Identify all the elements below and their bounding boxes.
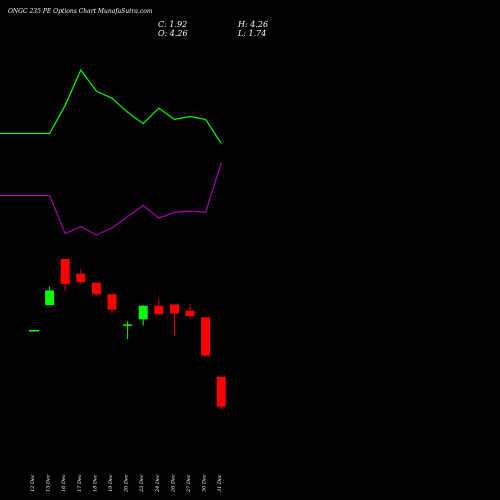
x-tick-label: 12 Dec — [30, 474, 36, 492]
x-tick-label: 20 Dec — [124, 474, 130, 493]
x-tick-labels: 12 Dec 13 Dec 16 Dec 17 Dec 18 Dec 19 Dec 20 D… — [30, 474, 223, 493]
candle-23-dec — [138, 305, 148, 326]
candle-body — [154, 305, 164, 315]
candle-30-dec — [201, 317, 211, 356]
candle-body — [91, 282, 101, 295]
candle-27-dec — [185, 304, 195, 319]
close-value: C: 1.92 — [158, 20, 188, 29]
chart-title: ONGC 235 PE Options Chart MunafaSutra.co… — [8, 8, 153, 15]
candle-body — [60, 259, 70, 284]
x-tick-label: 24 Dec — [155, 474, 161, 493]
candle-body — [123, 324, 133, 326]
candle-24-dec — [154, 299, 164, 316]
candle-31-dec — [216, 376, 226, 409]
candle-body — [201, 317, 211, 356]
x-tick-label: 18 Dec — [92, 474, 98, 492]
candle-body — [185, 310, 195, 317]
x-tick-label: 16 Dec — [61, 474, 67, 492]
candle-body — [76, 273, 86, 283]
candle-26-dec — [169, 304, 179, 336]
candle-body — [216, 376, 226, 407]
x-tick-label: 13 Dec — [46, 474, 52, 492]
low-value: L: 1.74 — [238, 29, 267, 38]
candle-19-dec — [107, 294, 117, 314]
candle-17-dec — [76, 269, 86, 284]
candle-body — [29, 329, 39, 332]
candle-18-dec — [91, 282, 101, 296]
candle-16-dec — [60, 259, 70, 292]
x-tick-label: 26 Dec — [170, 474, 176, 493]
x-tick-label: 31 Dec — [217, 474, 223, 492]
x-tick-label: 19 Dec — [108, 474, 114, 492]
candle-body — [169, 304, 179, 314]
candle-body — [138, 305, 148, 320]
x-tick-label: 23 Dec — [139, 474, 145, 493]
x-tick-label: 30 Dec — [202, 474, 208, 492]
upper-band-line — [0, 68, 222, 144]
bands-layer — [0, 68, 222, 236]
candle-20-dec — [123, 321, 133, 340]
candle-body — [45, 290, 55, 306]
high-value: H: 4.26 — [238, 20, 269, 29]
x-tick-label: 27 Dec — [186, 474, 192, 493]
candles-layer — [29, 259, 226, 409]
candle-body — [107, 294, 117, 310]
x-tick-label: 17 Dec — [77, 474, 83, 492]
lower-band-line — [0, 162, 222, 236]
candle-12-dec — [29, 329, 39, 332]
candle-13-dec — [45, 286, 55, 306]
open-value: O: 4.26 — [158, 29, 188, 38]
